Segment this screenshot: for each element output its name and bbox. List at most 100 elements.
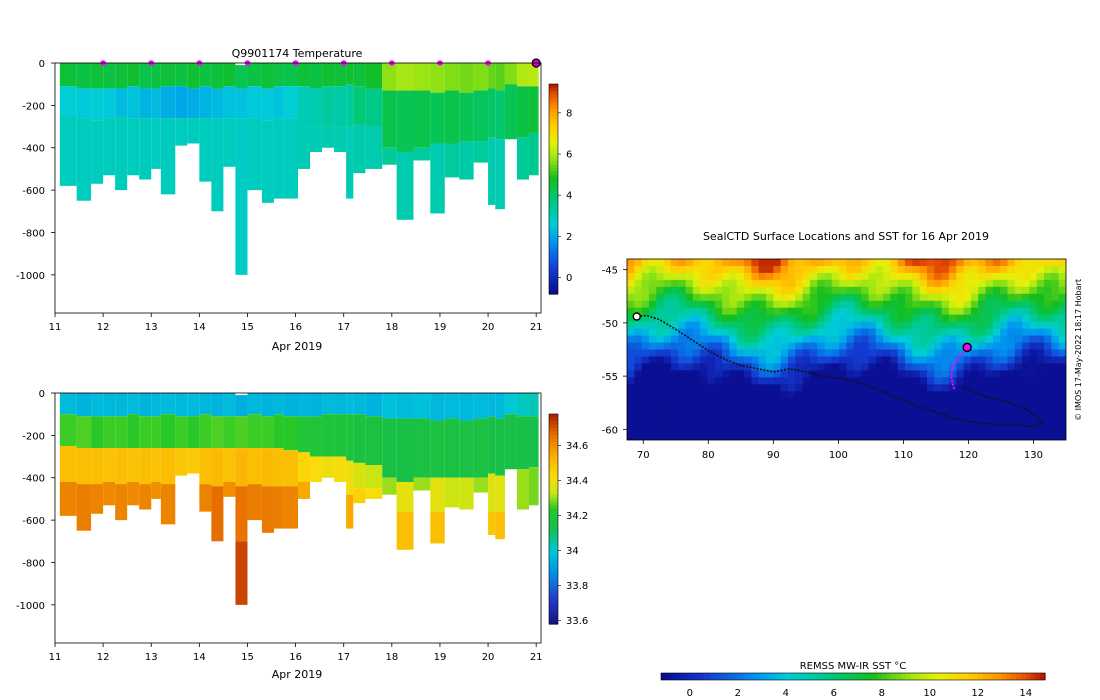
salinity-profile-37-layer-1 bbox=[528, 416, 539, 468]
map-sst-cell bbox=[809, 377, 818, 385]
temperature-profile-37-layer-0 bbox=[528, 63, 539, 87]
salinity-colorbar-segment bbox=[549, 449, 558, 454]
map-sst-cell bbox=[978, 293, 987, 302]
map-sst-cell bbox=[839, 342, 848, 351]
map-sst-cell bbox=[722, 433, 731, 440]
map-sst-cell bbox=[839, 377, 848, 385]
map-sst-cell bbox=[685, 363, 694, 371]
map-sst-cell bbox=[685, 300, 694, 309]
salinity-profile-36-layer-1 bbox=[516, 416, 529, 470]
map-sst-cell bbox=[641, 321, 650, 330]
map-sst-cell bbox=[912, 433, 921, 440]
map-colorbar-segment bbox=[934, 673, 940, 680]
salinity-profile-10-layer-1 bbox=[187, 416, 200, 449]
salinity-profile-23-layer-2 bbox=[346, 460, 354, 495]
map-sst-cell bbox=[1014, 405, 1023, 413]
map-sst-cell bbox=[722, 335, 731, 344]
map-sst-cell bbox=[634, 419, 643, 427]
map-sst-cell bbox=[897, 419, 906, 427]
map-sst-cell bbox=[678, 377, 687, 385]
map-sst-cell bbox=[985, 335, 994, 344]
map-sst-cell bbox=[729, 272, 738, 281]
map-sst-cell bbox=[678, 384, 687, 392]
map-sst-cell bbox=[934, 314, 943, 323]
map-sst-cell bbox=[956, 335, 965, 344]
temperature-profile-19-layer-1 bbox=[298, 86, 311, 127]
salinity-colorbar-segment bbox=[549, 435, 558, 440]
map-sst-cell bbox=[1000, 398, 1009, 406]
map-sst-cell bbox=[656, 384, 665, 392]
map-colorbar-segment bbox=[925, 673, 931, 680]
temperature-profile-27-layer-0 bbox=[396, 63, 414, 91]
map-sst-cell bbox=[824, 398, 833, 406]
map-sst-cell bbox=[839, 363, 848, 371]
map-sst-cell bbox=[1036, 391, 1045, 399]
map-sst-cell bbox=[809, 426, 818, 434]
map-sst-cell bbox=[978, 307, 987, 316]
map-sst-cell bbox=[861, 405, 870, 413]
map-sst-cell bbox=[627, 433, 635, 440]
map-sst-cell bbox=[853, 272, 862, 281]
map-sst-cell bbox=[707, 328, 716, 337]
map-sst-cell bbox=[970, 335, 979, 344]
map-sst-cell bbox=[751, 328, 760, 337]
salinity-y-tick-label: -400 bbox=[22, 474, 45, 485]
map-sst-cell bbox=[824, 286, 833, 295]
map-sst-cell bbox=[1051, 405, 1060, 413]
temperature-profile-15-layer-1 bbox=[247, 86, 262, 119]
map-sst-cell bbox=[656, 433, 665, 440]
map-sst-cell bbox=[905, 349, 913, 358]
map-sst-cell bbox=[817, 265, 826, 274]
map-sst-cell bbox=[729, 370, 738, 378]
map-sst-cell bbox=[905, 356, 913, 365]
salinity-profile-15-layer-1 bbox=[247, 414, 262, 449]
map-sst-cell bbox=[692, 314, 701, 323]
map-sst-cell bbox=[963, 363, 972, 371]
map-sst-cell bbox=[670, 300, 679, 309]
map-sst-cell bbox=[926, 419, 935, 427]
map-sst-cell bbox=[839, 300, 848, 309]
salinity-colorbar-segment bbox=[549, 529, 558, 534]
map-sst-cell bbox=[846, 286, 855, 295]
map-sst-cell bbox=[678, 349, 687, 358]
map-sst-cell bbox=[883, 363, 891, 371]
map-sst-cell bbox=[817, 433, 826, 440]
map-sst-cell bbox=[970, 286, 979, 295]
map-colorbar-segment bbox=[886, 673, 892, 680]
map-sst-cell bbox=[926, 300, 935, 309]
map-sst-cell bbox=[817, 335, 826, 344]
map-sst-cell bbox=[736, 377, 745, 385]
temperature-profile-14-layer-1 bbox=[235, 88, 248, 119]
map-sst-cell bbox=[956, 349, 965, 358]
map-sst-cell bbox=[890, 419, 899, 427]
salinity-x-tick-label: 15 bbox=[241, 652, 254, 663]
map-sst-cell bbox=[678, 259, 687, 267]
map-sst-cell bbox=[839, 279, 848, 288]
map-sst-cell bbox=[729, 426, 738, 434]
map-sst-cell bbox=[905, 335, 913, 344]
map-colorbar-segment bbox=[838, 673, 844, 680]
map-x-tick-label: 130 bbox=[1024, 450, 1043, 461]
map-sst-cell bbox=[817, 328, 826, 337]
map-sst-cell bbox=[853, 349, 862, 358]
map-recent-track-line bbox=[949, 346, 968, 390]
map-sst-cell bbox=[912, 363, 921, 371]
map-colorbar-segment bbox=[766, 673, 772, 680]
map-sst-cell bbox=[685, 384, 694, 392]
salinity-profile-16-layer-1 bbox=[261, 416, 274, 449]
map-sst-cell bbox=[685, 321, 694, 330]
map-sst-cell bbox=[773, 300, 782, 309]
salinity-profile-21-layer-0 bbox=[322, 393, 335, 415]
map-sst-cell bbox=[985, 328, 994, 337]
temperature-colorbar-segment bbox=[549, 115, 558, 120]
map-sst-cell bbox=[956, 307, 965, 316]
temperature-colorbar-segment bbox=[549, 206, 558, 211]
map-sst-cell bbox=[868, 412, 877, 420]
map-sst-cell bbox=[795, 356, 804, 365]
map-sst-cell bbox=[648, 321, 657, 330]
map-sst-cell bbox=[934, 286, 943, 295]
map-sst-cell bbox=[634, 342, 643, 351]
salinity-colorbar-segment bbox=[549, 571, 558, 576]
salinity-colorbar-segment bbox=[549, 417, 558, 422]
map-sst-cell bbox=[970, 314, 979, 323]
